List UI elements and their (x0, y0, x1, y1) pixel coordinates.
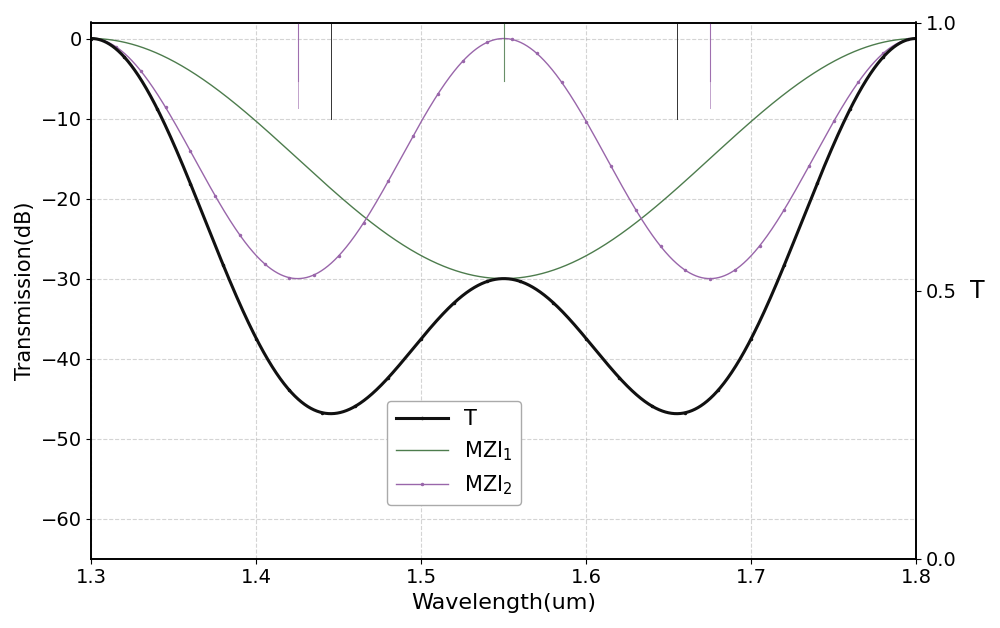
T (247, 328, 259, 336)
MZI$_1$ (85, 35, 97, 42)
T (135, 75, 147, 83)
MZI$_1$ (489, 274, 501, 282)
MZI$_2$ (247, 248, 259, 256)
MZI$_1$ (135, 43, 147, 51)
T (325, 410, 337, 418)
MZI$_2$ (85, 35, 97, 42)
MZI$_2$ (292, 275, 304, 283)
MZI$_1$ (498, 275, 510, 283)
MZI$_1$ (910, 35, 922, 42)
T (910, 35, 922, 42)
MZI$_1$ (247, 115, 259, 122)
MZI$_2$ (489, 36, 501, 43)
T (89, 35, 101, 43)
MZI$_2$ (120, 51, 132, 58)
MZI$_1$ (866, 41, 878, 49)
Line: T: T (89, 36, 918, 416)
Line: MZI$_2$: MZI$_2$ (89, 36, 918, 281)
X-axis label: Wavelength(um): Wavelength(um) (411, 593, 596, 613)
MZI$_2$ (89, 35, 101, 43)
MZI$_2$ (910, 35, 922, 42)
Y-axis label: T: T (970, 279, 985, 303)
T (489, 276, 501, 283)
Y-axis label: Transmission(dB): Transmission(dB) (15, 202, 35, 380)
MZI$_1$ (120, 39, 132, 46)
Line: MZI$_1$: MZI$_1$ (91, 38, 916, 279)
T (85, 35, 97, 42)
MZI$_2$ (135, 67, 147, 75)
T (866, 67, 878, 74)
MZI$_1$ (89, 35, 101, 42)
Legend: T, MZI$_1$, MZI$_2$: T, MZI$_1$, MZI$_2$ (387, 401, 521, 506)
MZI$_2$ (866, 60, 878, 68)
T (120, 55, 132, 62)
